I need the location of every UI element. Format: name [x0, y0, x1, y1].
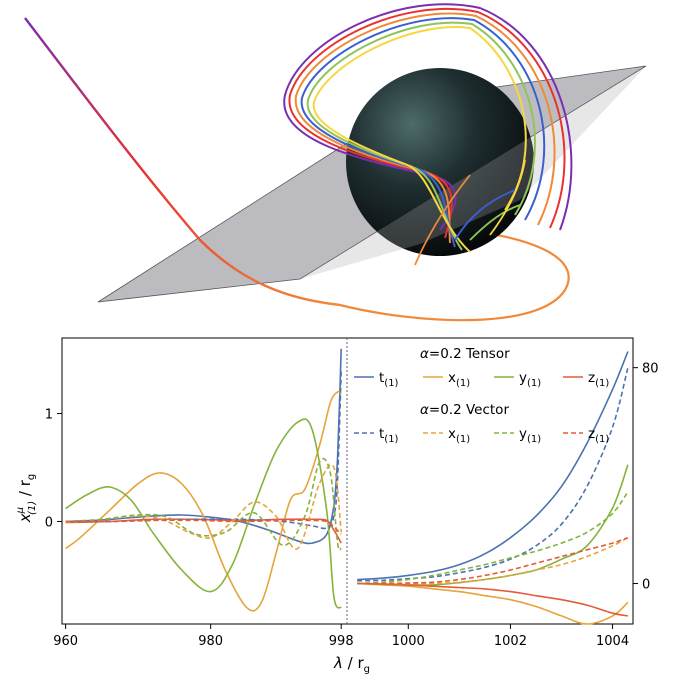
- left-ytick-label: 0: [45, 515, 53, 530]
- legend-label-sub: (1): [384, 378, 398, 389]
- legend-label: t(1): [379, 370, 399, 389]
- legend-title-vector-alpha: α: [420, 402, 429, 418]
- legend: α=0.2 Tensor α=0.2 Vector t(1) x(1) y(1) z(…: [354, 346, 609, 445]
- ylabel-sub: (1): [27, 501, 38, 515]
- left-x-ticks: 960 980 998: [53, 624, 354, 649]
- legend-label-base: z: [588, 370, 595, 386]
- right-y-ticks: 0 80: [633, 362, 659, 593]
- right-xtick-label: 1002: [494, 634, 527, 649]
- ylabel-tail: / r: [16, 479, 34, 501]
- legend-label: x(1): [448, 370, 470, 389]
- legend-title-tensor-alpha: α: [420, 346, 429, 362]
- xlabel-tail-sub: g: [364, 664, 370, 675]
- right-series-7: [357, 536, 629, 585]
- left-series-6: [65, 457, 342, 551]
- orbit-tail: [454, 189, 516, 241]
- legend-title-tensor-rest: =0.2 Tensor: [429, 346, 510, 362]
- left-xtick-label: 980: [198, 634, 223, 649]
- orbit-tail: [469, 204, 521, 241]
- outer-loop-trajectory: [339, 228, 570, 322]
- plot-frame: [61, 337, 634, 625]
- legend-label-base: t: [379, 426, 384, 442]
- orbit-tail: [414, 174, 471, 266]
- right-ytick-label: 0: [642, 578, 650, 593]
- legend-label: z(1): [588, 370, 609, 389]
- ylabel-sup: μ: [15, 507, 26, 514]
- legend-title-vector-rest: =0.2 Vector: [429, 402, 510, 418]
- legend-label-sub: (1): [527, 378, 541, 389]
- legend-label-base: t: [379, 370, 384, 386]
- right-series-6: [357, 491, 629, 585]
- legend-label: t(1): [379, 426, 399, 445]
- right-x-ticks: 1000 1002 1004: [392, 624, 629, 649]
- orbit-strand: [300, 17, 546, 248]
- trajectory-3d-panel: [24, 3, 647, 322]
- right-series-4: [357, 367, 629, 582]
- right-series-1: [357, 582, 629, 625]
- legend-label-sub: (1): [456, 434, 470, 445]
- legend-label-sub: (1): [384, 434, 398, 445]
- left-xtick-label: 998: [329, 634, 354, 649]
- left-y-ticks: 01: [45, 408, 62, 530]
- legend-label-sub: (1): [595, 378, 609, 389]
- xlabel-main: λ: [333, 654, 343, 672]
- orbit-strand: [312, 26, 527, 253]
- legend-title-tensor: α=0.2 Tensor: [420, 346, 510, 362]
- xlabel-tail: / r: [343, 654, 365, 672]
- legend-label-base: x: [448, 426, 456, 442]
- legend-title-vector: α=0.2 Vector: [420, 402, 509, 418]
- right-series-3: [357, 582, 629, 617]
- legend-label: y(1): [519, 426, 541, 445]
- ylabel-tail-sub: g: [26, 474, 37, 480]
- legend-label-base: x: [448, 370, 456, 386]
- legend-label-base: y: [519, 426, 527, 442]
- left-xtick-label: 960: [53, 634, 78, 649]
- left-series-1: [65, 390, 342, 612]
- y-axis-label: xμ(1) / rg: [15, 474, 38, 524]
- right-xtick-label: 1004: [596, 634, 629, 649]
- right-series-0: [357, 351, 629, 581]
- right-series-2: [357, 464, 629, 586]
- left-series-0: [65, 348, 342, 545]
- legend-label-sub: (1): [527, 434, 541, 445]
- right-ytick-label: 80: [642, 362, 659, 377]
- legend-label-base: y: [519, 370, 527, 386]
- legend-label-sub: (1): [595, 434, 609, 445]
- right-series-group: [357, 351, 629, 625]
- legend-label-base: z: [588, 426, 595, 442]
- orbit-tail: [489, 159, 526, 236]
- orbit-bundle: [283, 3, 573, 266]
- left-series-group: [65, 348, 342, 612]
- left-series-2: [65, 418, 342, 609]
- incoming-trajectory: [24, 17, 341, 307]
- legend-label-sub: (1): [456, 378, 470, 389]
- legend-items: t(1) x(1) y(1) z(1)t(1) x(1) y(1) z(1): [354, 370, 609, 445]
- left-ytick-label: 1: [45, 408, 53, 423]
- legend-label: x(1): [448, 426, 470, 445]
- legend-label: z(1): [588, 426, 609, 445]
- legend-label: y(1): [519, 370, 541, 389]
- black-hole-sphere: [346, 68, 534, 256]
- perturbation-chart: 960 980 998 1000 1002 1004 01 080 xμ(1) / rg…: [15, 337, 659, 675]
- orbit-strand: [306, 21, 536, 251]
- x-axis-label: λ / rg: [333, 654, 370, 675]
- orbit-strand: [294, 12, 556, 244]
- left-series-5: [65, 463, 342, 550]
- right-xtick-label: 1000: [392, 634, 425, 649]
- left-series-3: [65, 518, 342, 544]
- ylabel-main: x: [16, 513, 34, 523]
- left-series-7: [65, 519, 342, 535]
- left-series-4: [65, 370, 342, 530]
